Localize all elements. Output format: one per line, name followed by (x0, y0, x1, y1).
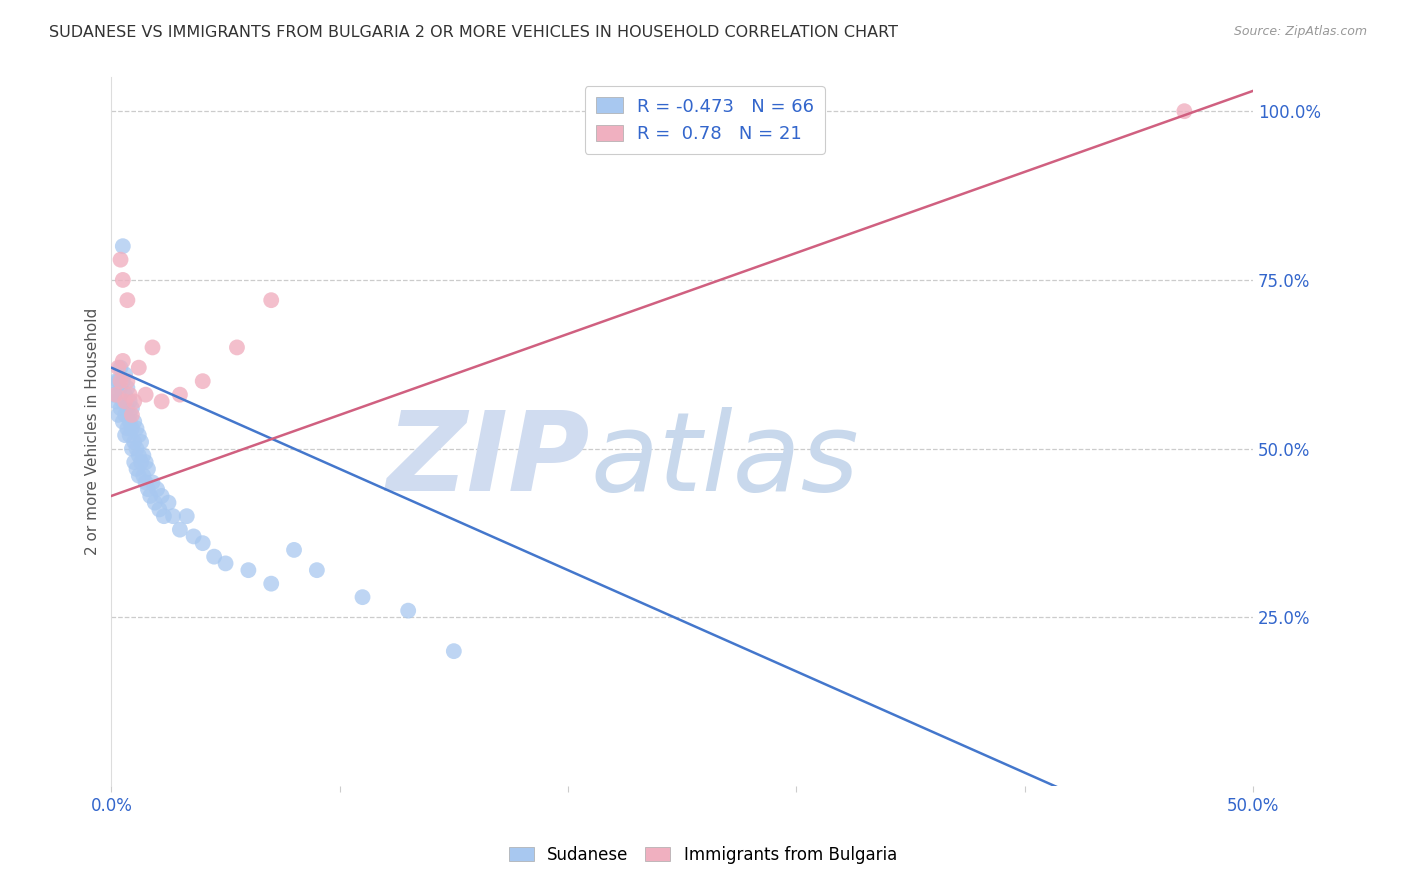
Point (111, 354, 134, 368)
Point (111, 239, 134, 253)
Point (117, 401, 139, 416)
Point (150, 489, 173, 503)
Point (125, 442, 148, 456)
Point (150, 394, 173, 409)
Point (114, 368, 136, 382)
Point (136, 462, 159, 476)
Point (169, 523, 191, 537)
Point (162, 509, 184, 524)
Point (139, 489, 162, 503)
Point (114, 408, 136, 422)
Point (104, 374, 127, 388)
Point (396, 604, 419, 618)
Point (136, 482, 159, 496)
Point (128, 360, 150, 375)
Point (214, 557, 236, 571)
Point (141, 340, 163, 354)
Point (125, 462, 148, 476)
Point (117, 374, 139, 388)
Point (141, 475, 163, 490)
Point (305, 563, 328, 577)
Text: SUDANESE VS IMMIGRANTS FROM BULGARIA 2 OR MORE VEHICLES IN HOUSEHOLD CORRELATION: SUDANESE VS IMMIGRANTS FROM BULGARIA 2 O… (49, 25, 898, 40)
Point (146, 482, 169, 496)
Point (110, 374, 132, 388)
Point (260, 293, 283, 308)
Point (148, 502, 170, 516)
Point (191, 536, 214, 550)
Y-axis label: 2 or more Vehicles in Household: 2 or more Vehicles in Household (86, 308, 100, 556)
Point (122, 434, 145, 449)
Point (157, 496, 180, 510)
Point (135, 455, 157, 469)
Point (110, 381, 132, 395)
Point (125, 421, 148, 435)
Point (114, 428, 136, 442)
Point (135, 387, 157, 401)
Point (107, 387, 129, 401)
Point (111, 415, 134, 429)
Point (176, 509, 198, 524)
Point (128, 468, 150, 483)
Point (226, 340, 249, 354)
Point (110, 401, 132, 416)
Point (121, 442, 143, 456)
Point (443, 644, 465, 658)
Point (107, 408, 129, 422)
Point (122, 415, 145, 429)
Text: Source: ZipAtlas.com: Source: ZipAtlas.com (1233, 25, 1367, 38)
Point (238, 563, 260, 577)
Point (103, 387, 125, 401)
Point (118, 394, 141, 409)
Text: atlas: atlas (591, 407, 859, 514)
Point (104, 387, 127, 401)
Point (135, 475, 157, 490)
Point (121, 401, 143, 416)
Point (111, 394, 134, 409)
Point (260, 576, 283, 591)
Point (104, 394, 127, 409)
Point (143, 496, 166, 510)
Point (283, 542, 305, 557)
Point (118, 408, 141, 422)
Point (1173, 104, 1195, 119)
Point (107, 360, 129, 375)
Point (121, 408, 143, 422)
Point (132, 449, 155, 463)
Point (183, 529, 205, 543)
Point (107, 374, 129, 388)
Point (121, 421, 143, 435)
Point (129, 434, 152, 449)
Point (118, 428, 141, 442)
Point (153, 509, 176, 524)
Legend: Sudanese, Immigrants from Bulgaria: Sudanese, Immigrants from Bulgaria (502, 839, 904, 871)
Point (117, 293, 139, 308)
Point (117, 421, 139, 435)
Point (202, 549, 225, 564)
Point (122, 455, 145, 469)
Text: ZIP: ZIP (387, 407, 591, 514)
Point (117, 381, 139, 395)
Point (111, 374, 134, 388)
Point (110, 252, 132, 267)
Point (128, 449, 150, 463)
Point (118, 415, 141, 429)
Point (114, 387, 136, 401)
Point (111, 273, 134, 287)
Point (118, 387, 141, 401)
Point (352, 590, 374, 604)
Point (122, 394, 145, 409)
Legend: R = -0.473   N = 66, R =  0.78   N = 21: R = -0.473 N = 66, R = 0.78 N = 21 (585, 87, 825, 153)
Point (110, 360, 132, 375)
Point (129, 455, 152, 469)
Point (191, 374, 214, 388)
Point (128, 428, 150, 442)
Point (132, 468, 155, 483)
Point (114, 394, 136, 409)
Point (169, 387, 191, 401)
